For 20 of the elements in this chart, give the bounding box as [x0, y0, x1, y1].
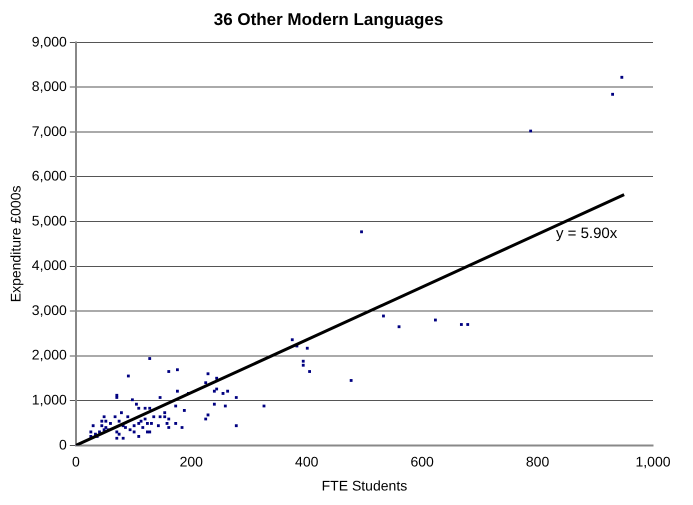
y-tick-label: 1,000 — [32, 391, 68, 408]
annotation: y = 5.90x — [556, 224, 618, 242]
y-tick-label: 7,000 — [32, 122, 68, 139]
x-tick-label: 0 — [72, 454, 80, 470]
x-axis-title: FTE Students — [322, 477, 408, 494]
x-tick-label: 600 — [410, 454, 434, 470]
y-tick-label: 5,000 — [32, 212, 68, 228]
y-axis-title: Expenditure £000s — [7, 186, 24, 302]
y-tick-label: 8,000 — [32, 78, 68, 94]
y-tick-label: 4,000 — [32, 257, 68, 274]
y-tick-label: 3,000 — [32, 302, 68, 318]
chart-title: 36 Other Modern Languages — [214, 10, 444, 29]
y-tick-label: 6,000 — [32, 168, 68, 184]
y-tick-label: 0 — [59, 436, 68, 452]
x-tick-label: 400 — [295, 454, 319, 470]
y-tick-label: 9,000 — [32, 33, 68, 50]
x-tick-label: 1,000 — [635, 454, 671, 470]
x-tick-label: 200 — [180, 454, 204, 470]
x-tick-label: 800 — [526, 454, 550, 470]
y-tick-label: 2,000 — [32, 346, 68, 363]
